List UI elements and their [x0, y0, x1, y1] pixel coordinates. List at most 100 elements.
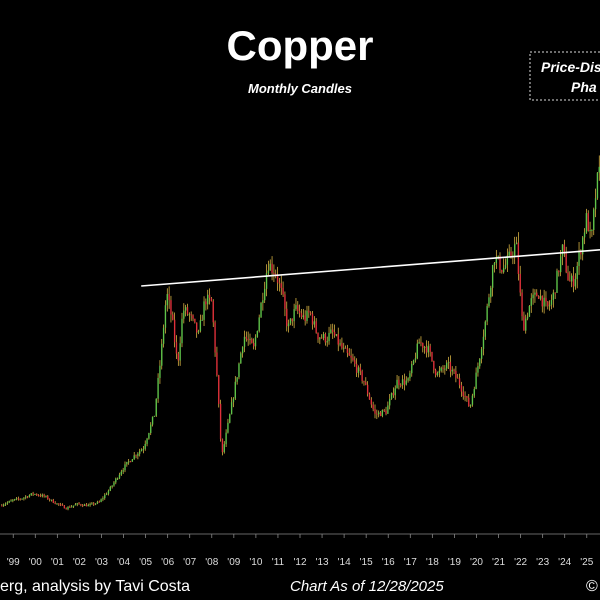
- candle-up: [56, 503, 58, 505]
- x-tick-label: '13: [316, 557, 329, 568]
- candle-down: [359, 367, 361, 372]
- candle-down: [523, 316, 525, 331]
- candle-up: [490, 287, 492, 298]
- candle-down: [196, 322, 198, 333]
- candle-up: [479, 358, 481, 367]
- candle-up: [183, 310, 185, 319]
- candle-up: [269, 263, 271, 271]
- candle-down: [567, 272, 569, 281]
- candle-up: [197, 331, 200, 333]
- candle-down: [519, 273, 521, 293]
- candle-down: [291, 318, 293, 322]
- x-tick-label: '22: [514, 557, 527, 568]
- candle-up: [96, 501, 99, 504]
- candle-up: [118, 474, 121, 479]
- candle-up: [225, 432, 227, 445]
- candle-down: [403, 379, 406, 385]
- candle-down: [554, 292, 556, 294]
- chart-date: Chart As of 12/28/2025: [290, 578, 444, 595]
- x-tick-label: '25: [580, 557, 593, 568]
- candle-up: [127, 461, 130, 463]
- candle-up: [113, 482, 115, 486]
- candle-up: [440, 367, 442, 371]
- candle-down: [247, 338, 249, 341]
- candle-down: [431, 351, 433, 362]
- x-tick-label: '09: [227, 557, 240, 568]
- candle-up: [207, 294, 209, 305]
- candle-down: [282, 287, 284, 295]
- candle-up: [409, 373, 411, 379]
- candle-up: [561, 244, 564, 257]
- candle-up: [23, 497, 25, 499]
- x-tick-label: '03: [95, 557, 108, 568]
- candle-down: [355, 363, 358, 373]
- candle-up: [438, 370, 441, 373]
- candle-down: [170, 300, 172, 315]
- x-tick-label: '24: [558, 557, 571, 568]
- candle-up: [287, 323, 290, 327]
- candle-up: [41, 494, 43, 497]
- candle-up: [94, 503, 97, 505]
- candle-down: [449, 361, 452, 372]
- candle-up: [229, 414, 231, 423]
- x-tick-label: '16: [382, 557, 395, 568]
- candle-up: [357, 367, 360, 373]
- candle-up: [203, 301, 205, 320]
- candle-down: [276, 275, 279, 283]
- candle-down: [308, 310, 310, 313]
- candle-down: [425, 346, 428, 353]
- candle-up: [427, 345, 429, 353]
- candle-up: [589, 230, 591, 232]
- candle-up: [543, 297, 545, 307]
- candle-up: [45, 496, 47, 498]
- x-tick-label: '17: [404, 557, 417, 568]
- candle-down: [37, 495, 40, 497]
- candle-down: [379, 412, 382, 417]
- x-tick-label: '10: [249, 557, 262, 568]
- candle-up: [258, 317, 260, 331]
- candle-up: [227, 422, 229, 433]
- candle-up: [2, 504, 5, 506]
- candle-down: [460, 385, 463, 392]
- candle-down: [43, 494, 45, 497]
- candle-down: [19, 498, 21, 500]
- candle-up: [240, 353, 242, 364]
- candle-down: [59, 504, 62, 506]
- x-tick-label: '01: [51, 557, 64, 568]
- candle-down: [442, 367, 444, 369]
- candle-down: [245, 336, 248, 339]
- candle-up: [390, 392, 393, 399]
- candle-down: [363, 380, 365, 383]
- candle-up: [120, 471, 123, 475]
- candle-up: [256, 330, 259, 338]
- candle-down: [82, 505, 84, 507]
- candle-up: [230, 402, 233, 415]
- candle-up: [30, 493, 32, 496]
- candle-up: [412, 360, 415, 364]
- candle-up: [493, 263, 496, 266]
- candle-down: [129, 461, 132, 463]
- candle-up: [184, 307, 187, 311]
- candle-down: [98, 501, 100, 503]
- candle-up: [116, 478, 119, 480]
- candle-down: [212, 301, 214, 323]
- candle-up: [161, 343, 163, 366]
- candle-down: [517, 242, 520, 274]
- candle-up: [497, 256, 499, 258]
- x-tick-label: '21: [492, 557, 505, 568]
- candle-down: [280, 283, 282, 288]
- candle-down: [271, 263, 273, 273]
- candle-down: [337, 334, 339, 345]
- candle-down: [510, 251, 512, 256]
- candle-up: [76, 503, 78, 505]
- candle-down: [537, 296, 540, 299]
- candle-up: [515, 242, 518, 245]
- candle-down: [547, 301, 549, 307]
- candle-up: [74, 504, 77, 506]
- candle-up: [21, 498, 23, 500]
- candle-up: [10, 500, 12, 502]
- candle-down: [385, 410, 387, 414]
- candle-up: [150, 424, 152, 434]
- candle-up: [28, 495, 31, 498]
- x-tick-label: '19: [448, 557, 461, 568]
